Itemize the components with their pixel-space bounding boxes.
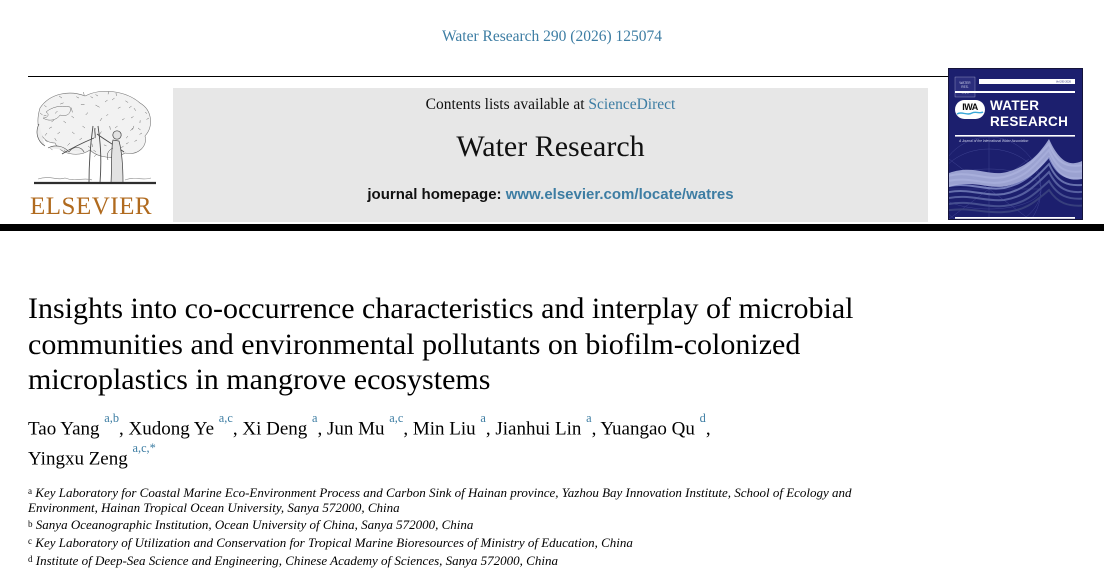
svg-text:WATER: WATER — [990, 98, 1039, 113]
svg-text:IWA: IWA — [962, 102, 978, 112]
svg-text:RES.: RES. — [961, 85, 969, 89]
svg-text:Vol 290 2026: Vol 290 2026 — [1056, 80, 1072, 84]
svg-text:RESEARCH: RESEARCH — [990, 114, 1068, 129]
